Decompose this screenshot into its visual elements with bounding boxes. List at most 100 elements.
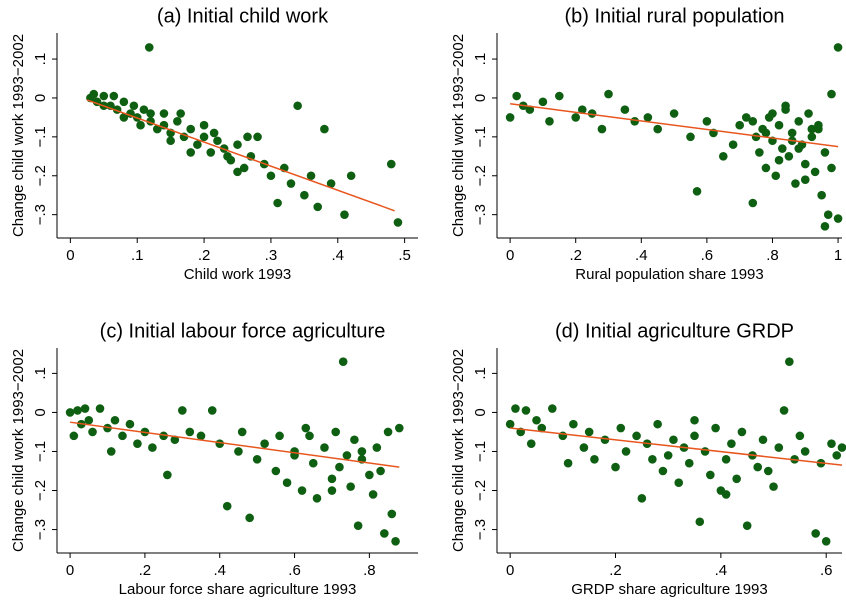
point — [695, 517, 705, 527]
point — [774, 120, 784, 130]
point — [837, 443, 846, 452]
point — [814, 120, 823, 130]
point — [357, 447, 367, 456]
y-tick-label: 0 — [32, 408, 49, 416]
point — [820, 148, 830, 157]
point — [505, 113, 515, 122]
point — [297, 486, 307, 495]
x-tick-label: .1 — [131, 247, 144, 264]
y-tick-label: .1 — [472, 53, 489, 66]
point — [706, 470, 715, 480]
point — [260, 439, 269, 448]
point — [320, 124, 329, 134]
point — [784, 152, 794, 161]
x-tick-label: .3 — [265, 247, 278, 264]
x-tick-label: .4 — [635, 247, 648, 264]
point — [658, 466, 668, 476]
panel-title: (a) Initial child work — [157, 5, 329, 27]
point — [604, 89, 613, 99]
x-tick-label: .6 — [820, 562, 833, 579]
point — [820, 222, 830, 231]
x-tick-label: .2 — [139, 562, 152, 579]
point — [209, 128, 219, 138]
point — [350, 435, 359, 445]
x-tick-label: .2 — [198, 247, 211, 264]
point — [669, 109, 679, 118]
point — [545, 117, 554, 126]
point — [690, 431, 699, 441]
point — [548, 404, 557, 413]
point — [537, 423, 547, 433]
point — [781, 101, 790, 111]
point — [563, 458, 573, 468]
point — [616, 423, 626, 433]
x-tick-label: .8 — [363, 562, 376, 579]
y-tick-label: .1 — [472, 367, 489, 380]
panel-title: (d) Initial agriculture GRDP — [555, 320, 794, 342]
point — [233, 140, 242, 149]
point — [686, 132, 695, 142]
point — [755, 148, 764, 157]
point — [538, 97, 548, 107]
point — [692, 187, 702, 196]
point — [800, 447, 810, 456]
point — [751, 132, 761, 142]
point — [99, 91, 109, 101]
fit-line — [510, 103, 839, 148]
y-tick-label: −.1 — [472, 126, 489, 147]
y-tick-label: −.2 — [32, 480, 49, 501]
y-axis-label: Change child work 1993−2002 — [10, 34, 27, 237]
point — [721, 490, 731, 499]
point — [728, 140, 738, 149]
point — [555, 91, 564, 101]
point — [136, 120, 145, 130]
point — [753, 462, 763, 472]
point — [110, 415, 120, 425]
point — [306, 171, 316, 181]
point — [186, 148, 196, 157]
x-tick-label: 0 — [66, 247, 74, 264]
point — [199, 132, 209, 142]
point — [702, 117, 712, 126]
point — [774, 443, 784, 452]
point — [73, 406, 82, 415]
y-tick-label: −.3 — [32, 204, 49, 225]
point — [787, 128, 797, 138]
point — [512, 91, 521, 101]
point — [213, 136, 222, 146]
point — [125, 419, 135, 429]
point — [152, 124, 162, 134]
point — [146, 109, 155, 118]
point — [630, 117, 640, 126]
point — [233, 167, 242, 177]
fit-line — [510, 427, 843, 466]
point — [653, 419, 662, 429]
point — [748, 198, 758, 208]
point — [795, 431, 805, 441]
y-tick-label: −.1 — [32, 126, 49, 147]
point — [653, 124, 662, 134]
x-tick-label: 1 — [834, 247, 842, 264]
point — [525, 105, 535, 114]
point — [222, 501, 232, 511]
point — [732, 474, 741, 484]
point — [253, 132, 262, 142]
point — [611, 462, 620, 472]
point — [587, 109, 597, 118]
point — [106, 447, 116, 456]
point — [711, 423, 720, 433]
point — [88, 427, 97, 437]
x-tick-label: 0 — [506, 247, 514, 264]
point — [239, 163, 249, 173]
point — [387, 509, 397, 519]
point — [327, 486, 337, 495]
point — [748, 117, 758, 126]
point — [65, 408, 75, 417]
y-axis-label: Change child work 1993−2002 — [450, 34, 467, 237]
point — [144, 43, 154, 52]
y-axis-label: Change child work 1993−2002 — [10, 349, 27, 552]
point — [761, 163, 771, 173]
point — [741, 113, 751, 122]
y-tick-label: −.1 — [32, 441, 49, 462]
point — [353, 521, 363, 530]
